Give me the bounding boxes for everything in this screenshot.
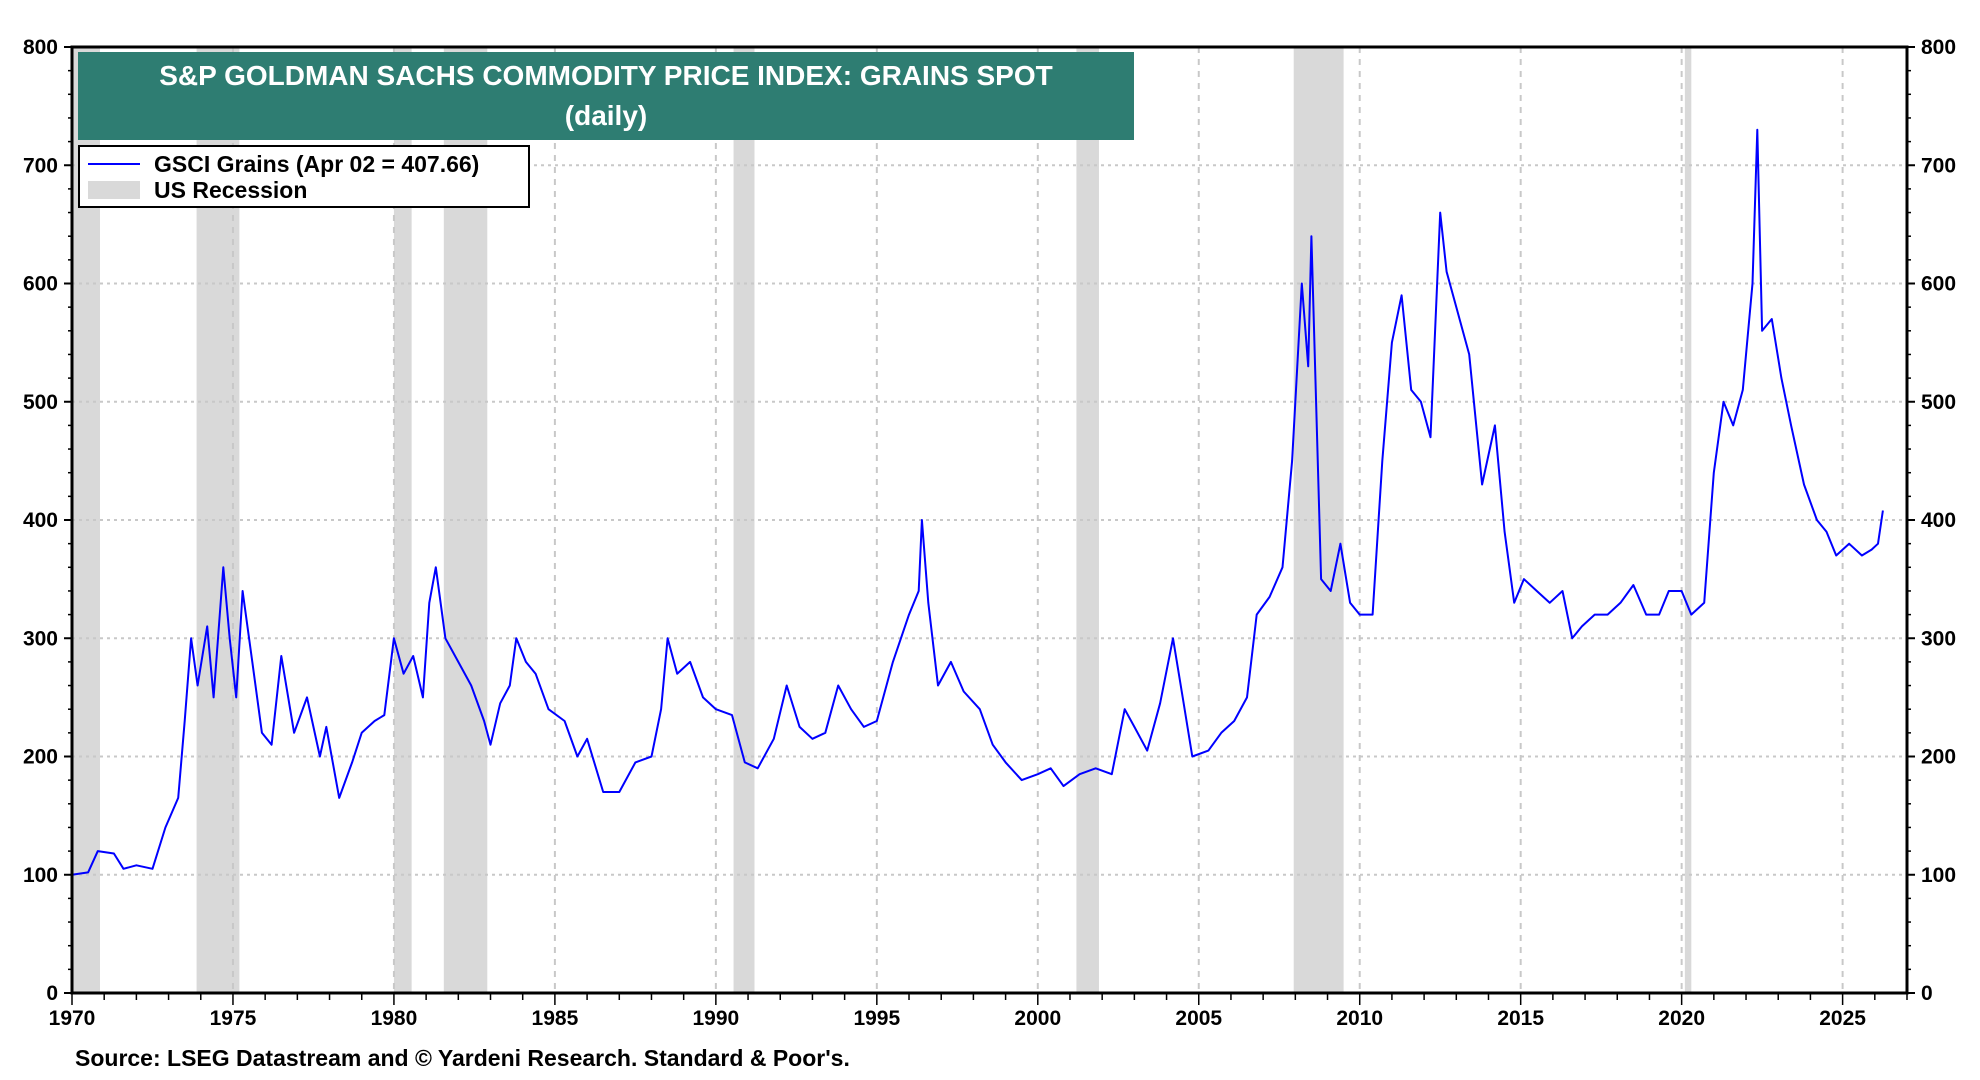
legend-item-gsci: GSCI Grains (Apr 02 = 407.66) — [88, 151, 479, 177]
x-tick-label: 1995 — [853, 1007, 900, 1030]
legend-label: GSCI Grains (Apr 02 = 407.66) — [154, 150, 480, 177]
source-note: Source: LSEG Datastream and © Yardeni Re… — [75, 1045, 850, 1071]
y-tick-label-right: 400 — [1921, 509, 1956, 532]
x-tick-label: 2020 — [1658, 1007, 1705, 1030]
y-tick-label-left: 200 — [23, 746, 58, 769]
axes: 0 0 100 100 200 200 300 300 400 400 500 500 600 600 70… — [23, 36, 1956, 1030]
x-tick-label: 1990 — [693, 1007, 740, 1030]
x-tick-label: 1985 — [532, 1007, 579, 1030]
y-tick-label-left: 0 — [46, 982, 58, 1005]
x-tick-label: 1975 — [210, 1007, 257, 1030]
y-tick-label-right: 300 — [1921, 627, 1956, 650]
y-tick-label-right: 800 — [1921, 36, 1956, 59]
series-layer — [71, 128, 1884, 876]
y-tick-label-left: 400 — [23, 509, 58, 532]
y-tick-label-right: 100 — [1921, 864, 1956, 887]
y-tick-label-left: 500 — [23, 391, 58, 414]
x-tick-label: 1970 — [49, 1007, 96, 1030]
chart-title-box: S&P GOLDMAN SACHS COMMODITY PRICE INDEX:… — [78, 52, 1134, 140]
x-tick-label: 1980 — [371, 1007, 418, 1030]
series-line-gsci-grains — [71, 128, 1884, 876]
x-tick-label: 2015 — [1497, 1007, 1544, 1030]
x-tick-label: 2005 — [1175, 1007, 1222, 1030]
x-tick-label: 2010 — [1336, 1007, 1383, 1030]
y-tick-label-right: 200 — [1921, 746, 1956, 769]
y-tick-label-left: 700 — [23, 154, 58, 177]
y-tick-label-left: 300 — [23, 627, 58, 650]
legend-label: US Recession — [154, 176, 308, 203]
legend: GSCI Grains (Apr 02 = 407.66) US Recessi… — [78, 145, 530, 208]
y-tick-label-right: 500 — [1921, 391, 1956, 414]
legend-swatch-band — [88, 181, 140, 199]
y-tick-label-left: 100 — [23, 864, 58, 887]
x-tick-label: 2000 — [1014, 1007, 1061, 1030]
legend-item-recession: US Recession — [88, 177, 307, 203]
gridlines — [72, 47, 1907, 993]
y-tick-label-left: 800 — [23, 36, 58, 59]
x-tick-label: 2025 — [1819, 1007, 1866, 1030]
chart-subtitle: (daily) — [564, 100, 648, 131]
y-tick-label-right: 0 — [1921, 982, 1933, 1005]
y-tick-label-left: 600 — [23, 273, 58, 296]
legend-swatch-line — [88, 163, 140, 165]
y-tick-label-right: 600 — [1921, 273, 1956, 296]
recession-band — [1684, 47, 1692, 993]
chart-title: S&P GOLDMAN SACHS COMMODITY PRICE INDEX:… — [159, 60, 1053, 91]
y-tick-label-right: 700 — [1921, 154, 1956, 177]
